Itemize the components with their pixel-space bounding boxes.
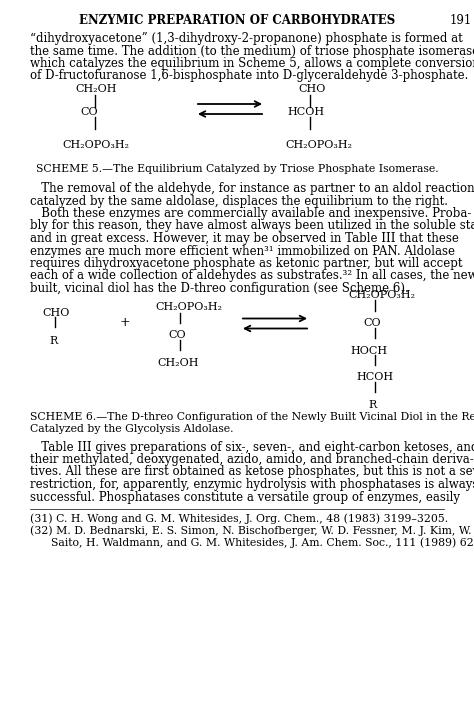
Text: CO: CO [168,330,186,341]
Text: Saito, H. Waldmann, and G. M. Whitesides, J. Am. Chem. Soc., 111 (1989) 627–635.: Saito, H. Waldmann, and G. M. Whitesides… [30,537,474,547]
Text: R: R [49,336,57,346]
Text: SCHEME 5.—The Equilibrium Catalyzed by Triose Phosphate Isomerase.: SCHEME 5.—The Equilibrium Catalyzed by T… [36,164,438,174]
Text: CH₂OPO₃H₂: CH₂OPO₃H₂ [285,140,352,150]
Text: successful. Phosphatases constitute a versatile group of enzymes, easily: successful. Phosphatases constitute a ve… [30,491,460,503]
Text: CHO: CHO [298,84,325,94]
Text: CHO: CHO [42,307,69,317]
Text: and in great excess. However, it may be observed in Table III that these: and in great excess. However, it may be … [30,232,459,245]
Text: CH₂OH: CH₂OH [75,84,117,94]
Text: CH₂OPO₃H₂: CH₂OPO₃H₂ [155,302,222,312]
Text: Catalyzed by the Glycolysis Aldolase.: Catalyzed by the Glycolysis Aldolase. [30,425,234,435]
Text: Both these enzymes are commercially available and inexpensive. Proba-: Both these enzymes are commercially avai… [30,207,471,220]
Text: The removal of the aldehyde, for instance as partner to an aldol reaction: The removal of the aldehyde, for instanc… [30,182,474,195]
Text: CO: CO [363,319,381,329]
Text: catalyzed by the same aldolase, displaces the equilibrium to the right.: catalyzed by the same aldolase, displace… [30,195,448,207]
Text: bly for this reason, they have almost always been utilized in the soluble state,: bly for this reason, they have almost al… [30,219,474,232]
Text: CH₂OPO₃H₂: CH₂OPO₃H₂ [348,290,415,300]
Text: of D-fructofuranose 1,6-bisphosphate into D-glyceraldehyde 3-phosphate.: of D-fructofuranose 1,6-bisphosphate int… [30,70,468,82]
Text: built, vicinal diol has the D-threo configuration (see Scheme 6).: built, vicinal diol has the D-threo conf… [30,282,409,295]
Text: HOCH: HOCH [350,346,387,356]
Text: restriction, for, apparently, enzymic hydrolysis with phosphatases is always: restriction, for, apparently, enzymic hy… [30,478,474,491]
Text: Table III gives preparations of six-, seven-, and eight-carbon ketoses, and: Table III gives preparations of six-, se… [30,440,474,454]
Text: the same time. The addition (to the medium) of triose phosphate isomerase,: the same time. The addition (to the medi… [30,45,474,58]
Text: R: R [368,400,376,410]
Text: CH₂OPO₃H₂: CH₂OPO₃H₂ [62,140,129,150]
Text: 191: 191 [450,14,472,27]
Text: “dihydroxyacetone” (1,3-dihydroxy-2-propanone) phosphate is formed at: “dihydroxyacetone” (1,3-dihydroxy-2-prop… [30,32,463,45]
Text: HCOH: HCOH [287,107,324,117]
Text: ENZYMIC PREPARATION OF CARBOHYDRATES: ENZYMIC PREPARATION OF CARBOHYDRATES [79,14,395,27]
Text: each of a wide collection of aldehydes as substrates.³² In all cases, the newly: each of a wide collection of aldehydes a… [30,270,474,283]
Text: CO: CO [80,107,98,117]
Text: their methylated, deoxygenated, azido, amido, and branched-chain deriva-: their methylated, deoxygenated, azido, a… [30,453,474,466]
Text: tives. All these are first obtained as ketose phosphates, but this is not a seve: tives. All these are first obtained as k… [30,466,474,479]
Text: +: + [120,316,131,329]
Text: (31) C. H. Wong and G. M. Whitesides, J. Org. Chem., 48 (1983) 3199–3205.: (31) C. H. Wong and G. M. Whitesides, J.… [30,513,448,523]
Text: which catalyzes the equilibrium in Scheme 5, allows a complete conversion: which catalyzes the equilibrium in Schem… [30,57,474,70]
Text: HCOH: HCOH [356,373,393,383]
Text: enzymes are much more efficient when³¹ immobilized on PAN. Aldolase: enzymes are much more efficient when³¹ i… [30,244,455,258]
Text: requires dihydroxyacetone phosphate as ketonic partner, but will accept: requires dihydroxyacetone phosphate as k… [30,257,463,270]
Text: (32) M. D. Bednarski, E. S. Simon, N. Bischofberger, W. D. Fessner, M. J. Kim, W: (32) M. D. Bednarski, E. S. Simon, N. Bi… [30,525,474,535]
Text: CH₂OH: CH₂OH [157,358,199,368]
Text: SCHEME 6.—The D-threo Configuration of the Newly Built Vicinal Diol in the React: SCHEME 6.—The D-threo Configuration of t… [30,413,474,422]
